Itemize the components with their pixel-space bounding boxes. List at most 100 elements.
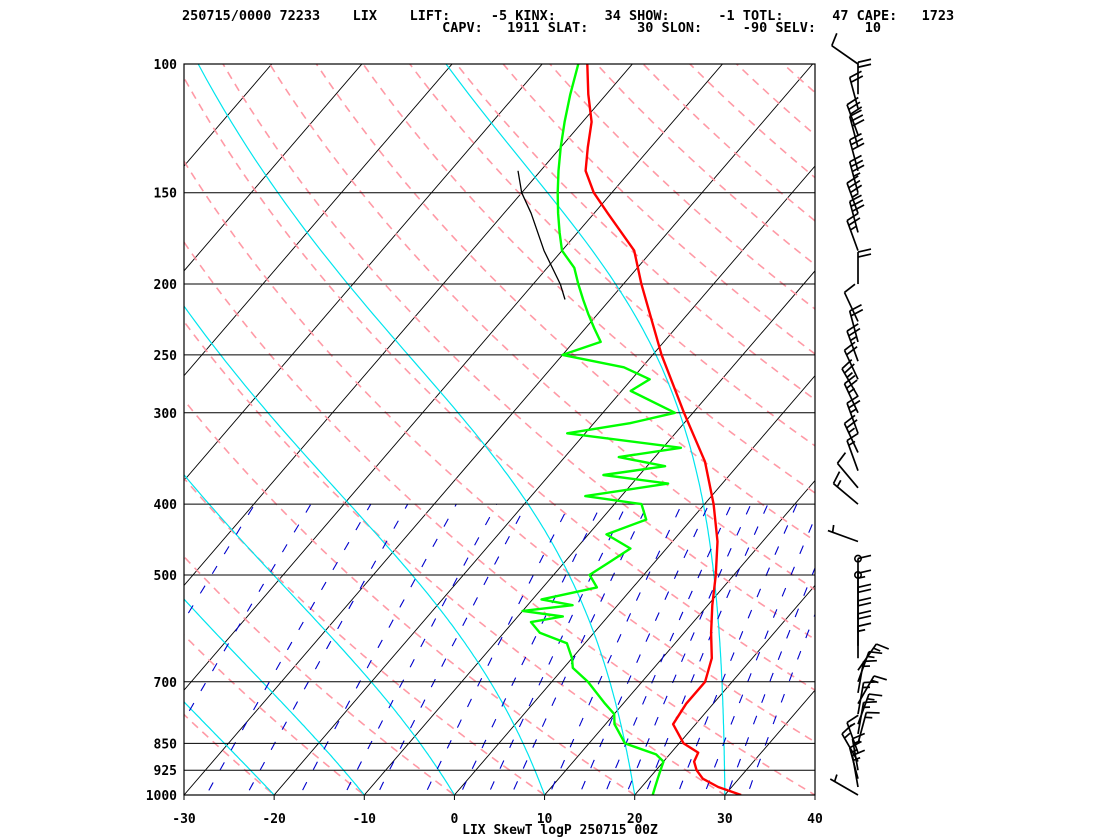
isotherm-line	[0, 48, 106, 811]
isotherm-line	[184, 64, 724, 691]
dry-adiabat-line	[502, 64, 815, 355]
moist-adiabat-line	[184, 794, 185, 795]
wind-barb-staff	[829, 778, 859, 796]
wind-barb-feather	[850, 106, 863, 115]
wind-barb-staff	[851, 738, 859, 771]
wind-barb-feather	[843, 341, 856, 351]
wind-barb-feather	[857, 622, 872, 628]
plot-frame	[183, 63, 816, 796]
pressure-tick-label: 850	[154, 737, 178, 752]
wind-barb-staff	[848, 116, 859, 148]
moist-adiabat-line	[184, 598, 366, 795]
wind-barb-feather	[843, 283, 856, 294]
wind-barb-staff	[846, 104, 859, 136]
dry-adiabat-line	[184, 240, 815, 795]
dry-adiabat-line	[184, 713, 276, 795]
wind-barb-half-feather	[853, 172, 861, 178]
wind-barb-staff	[848, 77, 859, 109]
temperature-tick-label: -20	[262, 812, 286, 827]
isotherm-line	[184, 64, 633, 587]
pressure-tick-label: 250	[154, 349, 178, 364]
dry-adiabat-line	[184, 555, 456, 795]
chart-title: LIX SkewT logP 250715 00Z	[462, 823, 658, 838]
wind-barb-staff	[843, 292, 859, 322]
dry-adiabat-line	[548, 64, 815, 310]
wind-barb-feather	[846, 175, 859, 184]
dewpoint-trace	[521, 64, 683, 795]
wind-barb-feather	[850, 184, 863, 194]
mixing-ratio-line	[343, 503, 498, 795]
mixing-ratio-line	[746, 612, 815, 795]
wind-barb-feather	[849, 70, 862, 79]
wind-barb-feather	[850, 75, 864, 84]
temperature-trace	[584, 64, 742, 795]
wind-barb-feather	[846, 345, 858, 356]
wind-barb-feather	[843, 374, 856, 385]
wind-barb-feather	[857, 58, 872, 64]
moist-adiabat-line	[197, 64, 636, 795]
mixing-ratio-line	[376, 503, 527, 795]
wind-barb-half-feather	[848, 722, 856, 728]
dry-adiabat-line	[408, 64, 815, 447]
wind-barb-feather	[848, 327, 861, 337]
wind-barb-feather	[868, 693, 883, 697]
wind-barb-staff	[846, 402, 859, 434]
temperature-tick-labels: -30 -20 -10 0 10 20 30 40	[172, 795, 823, 827]
wind-barb-half-feather	[850, 335, 858, 342]
wind-barb-feather	[832, 471, 841, 484]
wind-barb-staff	[846, 440, 859, 471]
pressure-tick-label: 700	[154, 676, 178, 691]
wind-barb-staff	[848, 310, 859, 343]
mixing-ratio-line	[578, 503, 710, 795]
wind-barb-staff	[846, 330, 859, 362]
pressure-tick-label: 1000	[146, 789, 177, 804]
dry-adiabat-line	[642, 64, 815, 222]
wind-barb-half-feather	[857, 628, 866, 633]
header-line-2: CAPV: 1911 SLAT: 30 SLON: -90 SELV: 10	[182, 20, 881, 36]
wind-barb-staff	[846, 220, 859, 251]
mixing-ratio-lines	[184, 503, 815, 795]
pressure-tick-label: 100	[154, 58, 178, 73]
dry-adiabat-line	[184, 477, 546, 795]
wind-barb-half-feather	[846, 371, 854, 379]
isotherm-line	[453, 375, 815, 795]
isotherm-line	[184, 64, 363, 272]
pressure-tick-labels: 1000 925 850 700 500 400 300 250 200 150 100	[146, 58, 177, 804]
moist-adiabat-line	[184, 700, 275, 795]
wind-barb-feather	[857, 583, 872, 589]
isotherm-line	[724, 689, 815, 795]
wind-barb-feather	[857, 248, 872, 253]
wind-barb-feather	[857, 597, 872, 602]
dry-adiabat-line	[184, 793, 186, 795]
wind-barb-staff	[843, 349, 859, 380]
mixing-ratio-line	[424, 503, 571, 795]
wind-barb-feather	[846, 419, 858, 429]
dry-adiabat-line	[315, 64, 815, 542]
wind-barb-half-feather	[851, 192, 859, 198]
pressure-tick-label: 150	[154, 187, 178, 202]
temperature-tick-label: 30	[717, 812, 733, 827]
wind-barb-staff	[831, 44, 859, 65]
dry-adiabats	[184, 64, 815, 795]
wind-barb-feather	[846, 323, 859, 332]
isotherm-line	[363, 270, 815, 795]
sounding-traces	[517, 64, 742, 795]
wind-barb-staff	[857, 675, 875, 705]
wind-barb-feather	[846, 714, 859, 724]
wind-barb-feather	[876, 643, 890, 650]
wind-barb-feather	[857, 614, 872, 620]
dry-adiabat-line	[184, 634, 366, 795]
pressure-tick-label: 300	[154, 407, 178, 422]
wind-barb-feather	[857, 554, 872, 560]
moist-adiabat-line	[0, 64, 109, 811]
wind-barb-feather	[846, 432, 859, 442]
mixing-ratio-line	[299, 503, 457, 795]
wind-barb-feather	[830, 32, 838, 46]
mixing-ratio-line	[459, 503, 602, 795]
mixing-ratio-line	[644, 503, 769, 795]
wind-barb-half-feather	[843, 732, 851, 739]
wind-barb-feather	[849, 194, 862, 203]
wind-barb-feather	[848, 179, 861, 189]
pressure-tick-label: 925	[154, 764, 177, 779]
calm-wind-circle	[853, 570, 862, 579]
